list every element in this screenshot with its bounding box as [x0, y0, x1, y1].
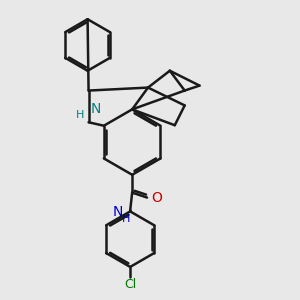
Text: H: H	[122, 214, 130, 224]
Text: O: O	[151, 190, 162, 205]
Text: N: N	[91, 102, 101, 116]
Text: Cl: Cl	[124, 278, 136, 291]
Text: H: H	[76, 110, 85, 120]
Text: N: N	[113, 206, 124, 219]
